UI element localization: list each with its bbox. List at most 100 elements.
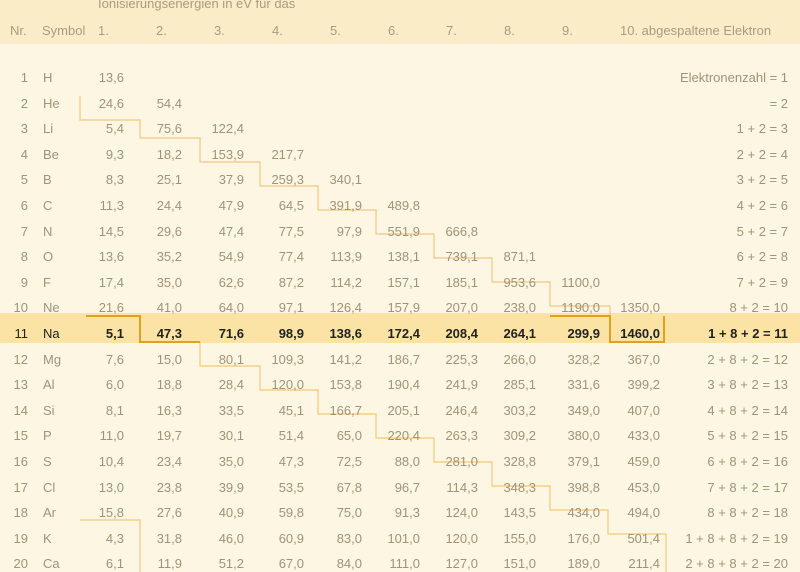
energy-cell: 101,0: [387, 530, 420, 546]
boundary-line-upper: [79, 96, 611, 316]
energy-cell: 185,1: [445, 274, 478, 290]
energy-cell: 157,9: [387, 300, 420, 316]
energy-cell: 45,1: [278, 402, 304, 418]
element-symbol: Al: [43, 377, 55, 393]
element-symbol: Ne: [43, 300, 60, 316]
energy-cell: 151,0: [503, 556, 536, 572]
electron-count: 2 + 2 = 4: [736, 146, 788, 162]
energy-cell: 8,1: [105, 402, 124, 418]
energy-cell: 176,0: [567, 530, 600, 546]
energy-cell: 54,9: [218, 249, 244, 265]
row-number: 1: [20, 70, 28, 85]
energy-cell: 88,0: [394, 454, 420, 469]
energy-cell: 5,1: [105, 326, 124, 341]
header-col-3: 3.: [214, 23, 225, 38]
energy-cell: 23,8: [156, 479, 182, 495]
energy-cell: 77,4: [278, 249, 304, 265]
energy-cell: 143,5: [503, 505, 536, 521]
energy-cell: 189,0: [567, 556, 600, 572]
energy-cell: 51,4: [278, 428, 304, 444]
energy-cell: 1100,0: [561, 274, 600, 290]
energy-cell: 6,1: [105, 556, 124, 572]
element-symbol: Ar: [43, 505, 56, 521]
energy-cell: 398,8: [567, 479, 600, 495]
row-number: 3: [20, 121, 28, 137]
energy-cell: 91,3: [394, 505, 420, 521]
header-col-6: 6.: [388, 23, 399, 38]
energy-cell: 238,0: [503, 300, 536, 316]
element-symbol: He: [43, 95, 60, 111]
energy-cell: 501,4: [627, 530, 660, 546]
energy-cell: 331,6: [567, 377, 600, 393]
row-number: 2: [20, 95, 28, 111]
element-symbol: Li: [43, 121, 54, 137]
energy-cell: 207,0: [445, 300, 478, 316]
energy-cell: 17,4: [98, 274, 124, 290]
energy-cell: 367,0: [627, 351, 660, 367]
energy-cell: 225,3: [445, 351, 478, 367]
energy-cell: 111,0: [389, 556, 420, 572]
header-col-9: 9.: [562, 23, 573, 38]
energy-cell: 15,0: [156, 351, 182, 367]
energy-cell: 166,7: [329, 402, 362, 418]
highlighted-row-band: [0, 313, 800, 343]
energy-cell: 71,6: [218, 326, 244, 341]
energy-cell: 153,8: [329, 377, 362, 393]
energy-cell: 120,0: [271, 377, 304, 393]
energy-cell: 39,9: [218, 479, 244, 495]
element-symbol: Be: [43, 146, 59, 162]
energy-cell: 285,1: [503, 377, 536, 393]
energy-cell: 53,5: [278, 479, 304, 495]
energy-cell: 46,0: [218, 530, 244, 546]
energy-cell: 54,4: [156, 95, 182, 111]
energy-cell: 263,3: [445, 428, 478, 444]
energy-cell: 37,9: [218, 172, 244, 188]
energy-cell: 122,4: [211, 121, 244, 137]
energy-cell: 494,0: [627, 505, 660, 521]
electron-count: = 2: [769, 95, 788, 111]
boundary-line-left: [80, 519, 141, 572]
energy-cell: 114,2: [330, 274, 362, 290]
header-symbol: Symbol: [42, 23, 86, 38]
row-number: 4: [20, 146, 28, 162]
row-number: 12: [13, 351, 28, 367]
energy-cell: 1190,0: [561, 300, 600, 316]
row-number: 10: [13, 300, 28, 316]
row-number: 9: [20, 274, 28, 290]
energy-cell: 35,2: [156, 249, 182, 265]
energy-cell: 666,8: [445, 223, 478, 239]
energy-cell: 64,5: [278, 198, 304, 213]
boundary-line-na-left: [86, 315, 200, 343]
energy-cell: 19,7: [156, 428, 182, 444]
row-number: 14: [13, 402, 28, 418]
electron-count: 4 + 2 = 6: [736, 198, 788, 213]
energy-cell: 328,2: [567, 351, 600, 367]
energy-cell: 871,1: [503, 249, 536, 265]
energy-cell: 18,8: [156, 377, 182, 393]
energy-cell: 120,0: [445, 530, 478, 546]
header-col-4: 4.: [272, 23, 283, 38]
energy-cell: 24,4: [156, 198, 182, 213]
energy-cell: 399,2: [627, 377, 660, 393]
energy-cell: 1460,0: [620, 326, 660, 341]
energy-cell: 27,6: [156, 505, 182, 521]
energy-cell: 33,5: [218, 402, 244, 418]
energy-cell: 114,3: [446, 479, 478, 495]
energy-cell: 97,9: [336, 223, 362, 239]
energy-cell: 259,3: [271, 172, 304, 188]
electron-count: 8 + 8 + 2 = 18: [707, 505, 788, 521]
energy-cell: 141,2: [329, 351, 362, 367]
energy-cell: 489,8: [387, 198, 420, 213]
energy-cell: 72,5: [336, 454, 362, 469]
energy-cell: 328,8: [503, 454, 536, 469]
energy-cell: 11,9: [157, 556, 182, 572]
electron-count: 3 + 2 = 5: [736, 172, 788, 188]
energy-cell: 67,0: [278, 556, 304, 572]
electron-count: 1 + 2 = 3: [736, 121, 788, 137]
energy-cell: 75,0: [336, 505, 362, 521]
energy-cell: 5,4: [105, 121, 124, 137]
energy-cell: 64,0: [218, 300, 244, 316]
energy-cell: 138,1: [387, 249, 420, 265]
energy-cell: 62,6: [218, 274, 244, 290]
energy-cell: 65,0: [336, 428, 362, 444]
